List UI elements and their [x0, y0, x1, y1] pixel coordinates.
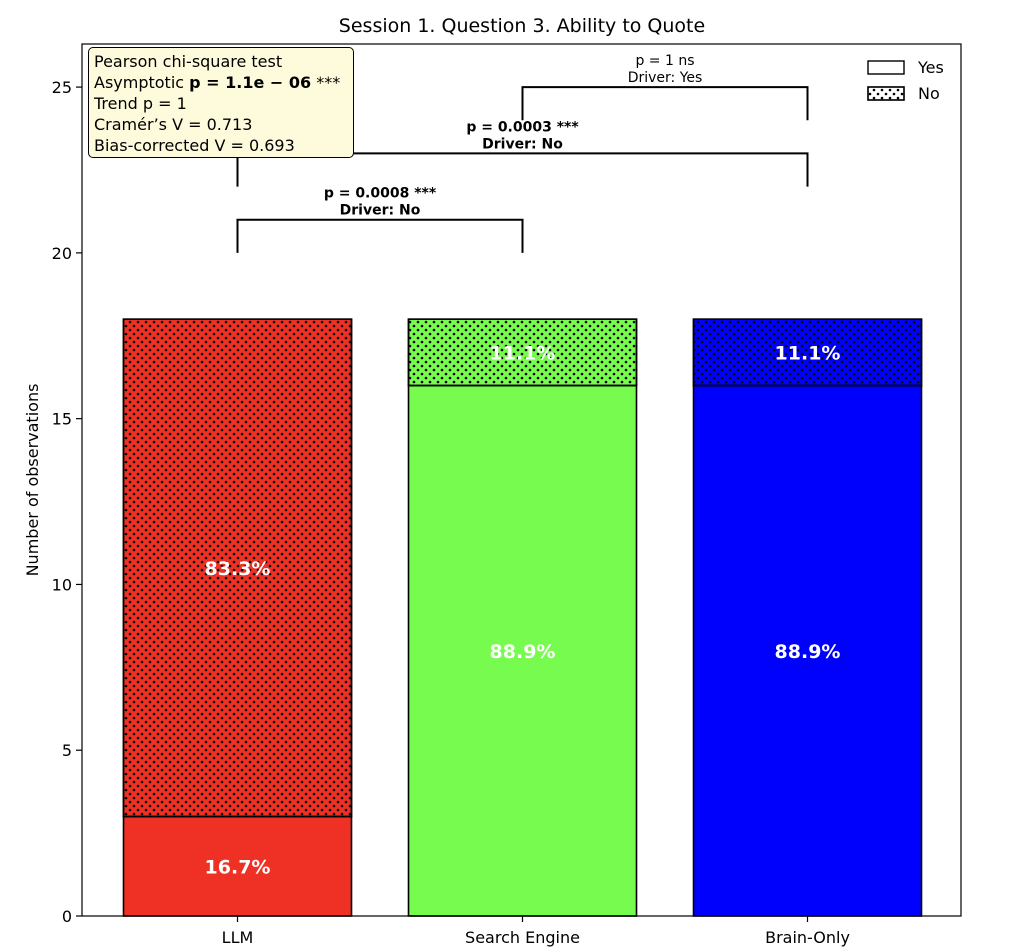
- comparison-p-label-1: p = 0.0003 ***: [466, 119, 579, 135]
- legend-swatch-yes: [867, 60, 905, 75]
- comparison-bracket-2: [521, 86, 809, 121]
- bar-segment-yes-2: [692, 384, 923, 917]
- y-tick-label: 10: [52, 575, 72, 594]
- stats-box: Pearson chi-square test Asymptotic p = 1…: [88, 47, 354, 158]
- comparison-driver-label-1: Driver: No: [482, 136, 563, 152]
- bar-label-no-2: 11.1%: [775, 342, 841, 364]
- bar-label-yes-1: 88.9%: [490, 641, 556, 663]
- comparison-p-label-0: p = 0.0008 ***: [324, 186, 437, 202]
- comparison-bracket-0: [236, 218, 524, 253]
- bar-label-no-1: 11.1%: [490, 342, 556, 364]
- legend-label-yes: Yes: [917, 58, 944, 77]
- chart-title: Session 1. Question 3. Ability to Quote: [339, 15, 705, 37]
- stats-line-trend: Trend p = 1: [94, 94, 187, 113]
- legend: Yes No: [867, 58, 944, 103]
- bar-label-no-0: 83.3%: [205, 558, 271, 580]
- bars-layer: 16.7% 83.3% 88.9% 11.1% 88.9% 11.1%: [122, 318, 923, 917]
- comparison-driver-label-0: Driver: No: [340, 203, 421, 219]
- y-tick-label: 0: [62, 907, 72, 926]
- stats-line-test: Pearson chi-square test: [94, 52, 283, 71]
- x-tick-label: Brain-Only: [765, 928, 850, 947]
- stats-line-cramers-v: Cramér’s V = 0.713: [94, 115, 253, 134]
- x-tick-label: Search Engine: [465, 928, 580, 947]
- bar-segment-yes-0: [122, 815, 353, 917]
- y-tick-label: 5: [62, 741, 72, 760]
- comparison-bracket-1: [236, 152, 809, 187]
- bar-label-yes-2: 88.9%: [775, 641, 841, 663]
- stats-asymptotic-stars: ***: [311, 73, 341, 92]
- stats-asymptotic-prefix: Asymptotic: [94, 73, 190, 92]
- comparison-driver-label-2: Driver: Yes: [628, 70, 703, 86]
- axes-layer: 0 5 10 15 20 25 LLM Search Engine Brain-Only Numb…: [23, 43, 962, 947]
- comparison-annotations: p = 0.0008 ***Driver: Nop = 0.0003 ***Dr…: [236, 53, 809, 253]
- bar-hatch-no-0: [122, 318, 353, 818]
- y-tick-label: 15: [52, 410, 72, 429]
- y-axis-label: Number of observations: [23, 384, 42, 577]
- stats-line-asymptotic: Asymptotic p = 1.1e − 06 ***: [94, 72, 353, 93]
- plot-frame: [81, 43, 962, 917]
- stats-asymptotic-p: p = 1.1e − 06: [189, 73, 312, 92]
- legend-swatch-hatch-no: [867, 86, 905, 101]
- x-tick-label: LLM: [222, 928, 254, 947]
- y-tick-label: 20: [52, 244, 72, 263]
- stats-line-bias-corrected-v: Bias-corrected V = 0.693: [94, 136, 295, 155]
- bar-hatch-no-1: [407, 318, 638, 387]
- bar-hatch-no-2: [692, 318, 923, 387]
- bar-label-yes-0: 16.7%: [205, 856, 271, 878]
- y-tick-label: 25: [52, 78, 72, 97]
- legend-label-no: No: [918, 84, 940, 103]
- comparison-p-label-2: p = 1 ns: [635, 53, 694, 69]
